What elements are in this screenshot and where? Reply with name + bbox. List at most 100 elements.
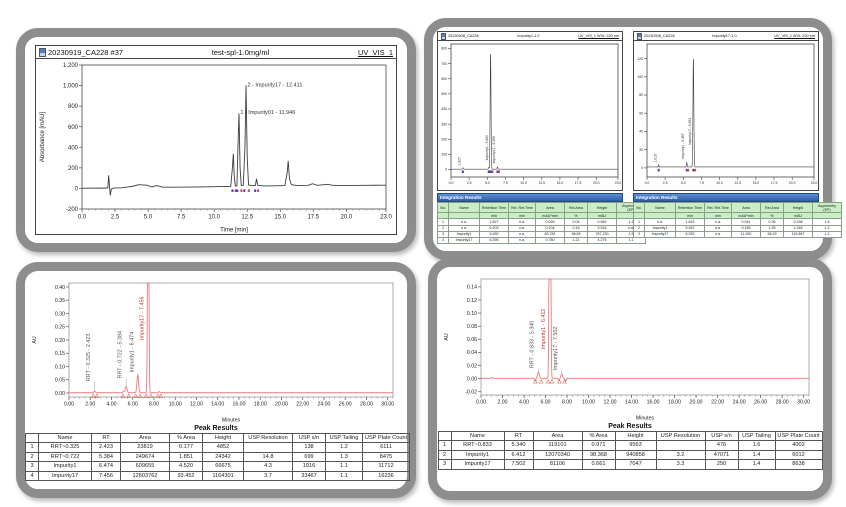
main-chromatogram-plot: -200 0 200 400 600 800 1,000 1,200 0.0 2.5 5.0 7.5 1…: [40, 63, 392, 233]
svg-text:17.5: 17.5: [307, 215, 319, 221]
svg-text:60: 60: [639, 111, 643, 115]
table-cell: 0.177: [169, 442, 203, 453]
table-row: 2 RRT~0.722 5.384 249674 1.851 24342 14.8 699 1.…: [25, 451, 410, 463]
svg-text:Impurity1 - 5.467: Impurity1 - 5.467: [681, 133, 685, 159]
svg-text:10.0: 10.0: [716, 181, 723, 185]
table-row: 1 RRT~0.833 5.340 119101 0.971 9563 476 1.6 4002: [437, 440, 823, 451]
table-cell: 1: [437, 440, 452, 451]
svg-text:Absorbance [mAU]: Absorbance [mAU]: [40, 111, 46, 162]
svg-text:4.00: 4.00: [519, 400, 529, 406]
table-cell: RT: [503, 430, 534, 442]
table-cell: 1: [25, 442, 39, 453]
sample-name-label: Impurity1-1.0: [517, 34, 540, 38]
svg-text:-0.02: -0.02: [465, 390, 477, 396]
table-cell: Name: [644, 201, 676, 214]
table-cell: 699: [292, 451, 326, 463]
svg-text:28.00: 28.00: [776, 400, 789, 406]
svg-text:Impurity17 - 6.395: Impurity17 - 6.395: [492, 136, 496, 163]
table-header-row: Name RT Area% Area Height USP Resolution USP …: [25, 432, 410, 444]
chromatogram-header: 20230308_CA228 Impurity17-1.0 UV_VIS_1 W…: [634, 32, 818, 41]
table-cell: 1.4: [737, 459, 776, 470]
svg-text:26.00: 26.00: [339, 402, 352, 408]
table-cell: 6.412: [503, 449, 534, 461]
svg-text:800: 800: [68, 104, 79, 110]
table-cell: 119101: [532, 440, 583, 451]
table-cell: RRT~0.325: [38, 442, 92, 453]
empower-chromatogram-plot-2: -0.02 0.00 0.02 0.04 0.06 0.08 0.10 0.12 0.14 0.0…: [444, 278, 810, 421]
table-row: 4 Impurity17 6.395 n.a. 0.780 1.21 4.275 1.1: [437, 236, 646, 244]
table-cell: n.a.: [508, 236, 536, 244]
svg-text:14.00: 14.00: [211, 402, 224, 408]
injection-name-label: 20230308_CA228: [644, 34, 675, 38]
table-cell: 119.687: [783, 230, 813, 238]
table-cell: No.: [633, 201, 645, 214]
svg-text:7.5: 7.5: [177, 215, 186, 221]
svg-text:Impurity17 - 7.502: Impurity17 - 7.502: [553, 327, 559, 370]
table-cell: 8475: [362, 451, 410, 463]
injection-name-label: 20230919_CA228 #37: [48, 47, 124, 57]
table-cell: 98.368: [581, 449, 616, 461]
svg-text:0.08: 0.08: [467, 324, 477, 330]
table-cell: USP s/n: [704, 430, 739, 442]
channel-label: UV_VIS_1: [357, 47, 393, 57]
table-cell: [437, 430, 452, 442]
svg-text:Impurity1 - 5.450: Impurity1 - 5.450: [485, 135, 489, 161]
sample-name-label: test-spl-1.0mg/ml: [211, 47, 270, 57]
table-cell: Impurity1: [450, 449, 505, 461]
table-cell: Impurity17: [644, 230, 676, 238]
integration-results-title: Integration Results: [437, 193, 623, 202]
svg-text:23.0: 23.0: [811, 181, 818, 185]
table-cell: Impurity17: [448, 236, 480, 244]
table-row: 3 Impurity17 7.502 81106 0.661 7047 3.3 250 1.4 8…: [437, 459, 823, 470]
svg-text:2 - Impurity17 - 12.411: 2 - Impurity17 - 12.411: [247, 83, 302, 89]
table-row: 1 n.a. 1.615 n.a. 0.041 0.36 0.338 1.6: [633, 218, 842, 226]
svg-text:600: 600: [441, 77, 447, 81]
svg-text:12.5: 12.5: [734, 181, 741, 185]
svg-text:AU: AU: [444, 333, 450, 340]
svg-text:24.00: 24.00: [317, 402, 330, 408]
table-cell: 66675: [202, 461, 244, 472]
svg-text:100: 100: [637, 75, 643, 79]
integration-results-table-a: No. Name Retention Time Rel. Ret.Time Area Re…: [437, 201, 646, 244]
svg-text:400: 400: [441, 107, 447, 111]
svg-text:0.06: 0.06: [467, 337, 477, 343]
injection-name-label: 20230308_CA228: [448, 34, 479, 38]
table-cell: 24342: [202, 451, 244, 463]
table-cell: Height: [783, 201, 813, 214]
svg-text:7.5: 7.5: [503, 181, 508, 185]
svg-text:2.5: 2.5: [467, 181, 472, 185]
table-cell: 9563: [614, 440, 657, 451]
table-cell: 2: [437, 449, 452, 461]
svg-text:0.30: 0.30: [55, 311, 65, 317]
svg-text:0.00: 0.00: [476, 400, 486, 406]
svg-text:15.0: 15.0: [557, 181, 564, 185]
svg-text:0: 0: [641, 166, 643, 170]
svg-text:0: 0: [445, 168, 447, 172]
svg-text:10.0: 10.0: [208, 215, 220, 221]
table-row: 3 Impurity17 6.392 n.a. 11.260 98.29 119.687 1.…: [633, 230, 842, 238]
table-cell: 609655: [120, 461, 170, 472]
svg-text:1 - Impurity01 - 11.946: 1 - Impurity01 - 11.946: [240, 110, 295, 116]
svg-text:RRT - 0.833 - 5.340: RRT - 0.833 - 5.340: [530, 321, 536, 368]
svg-text:30.00: 30.00: [381, 402, 394, 408]
table-row: 2 Impurity1 5.467 n.a. 0.155 1.35 1.246 1.2: [633, 224, 842, 232]
table-cell: 12603762: [120, 470, 170, 482]
svg-text:16.00: 16.00: [232, 402, 245, 408]
panel-bottom-left: 0.00 0.05 0.10 0.15 0.20 0.25 0.30 0.35 0.40 0.00…: [16, 262, 416, 498]
svg-text:0.0: 0.0: [78, 215, 87, 221]
table-cell: 3: [25, 461, 39, 472]
table-cell: Impurity17: [38, 470, 92, 482]
injection-icon: [441, 32, 446, 40]
svg-text:Impurity1 - 6.474: Impurity1 - 6.474: [129, 332, 135, 372]
table-cell: 4: [25, 470, 39, 482]
table-cell: 12070340: [532, 449, 583, 461]
svg-text:5.0: 5.0: [485, 181, 490, 185]
svg-text:17.5: 17.5: [771, 181, 778, 185]
table-cell: 2.423: [91, 442, 121, 453]
panel-top-right: 20230308_CA228 Impurity1-1.0 UV_VIS_1 WV…: [424, 18, 842, 260]
table-cell: 3.7: [243, 470, 293, 482]
table-cell: [25, 432, 39, 444]
table-cell: 5.340: [503, 440, 534, 451]
table-cell: 47071: [704, 449, 739, 461]
table-cell: Impurity1: [38, 461, 92, 472]
